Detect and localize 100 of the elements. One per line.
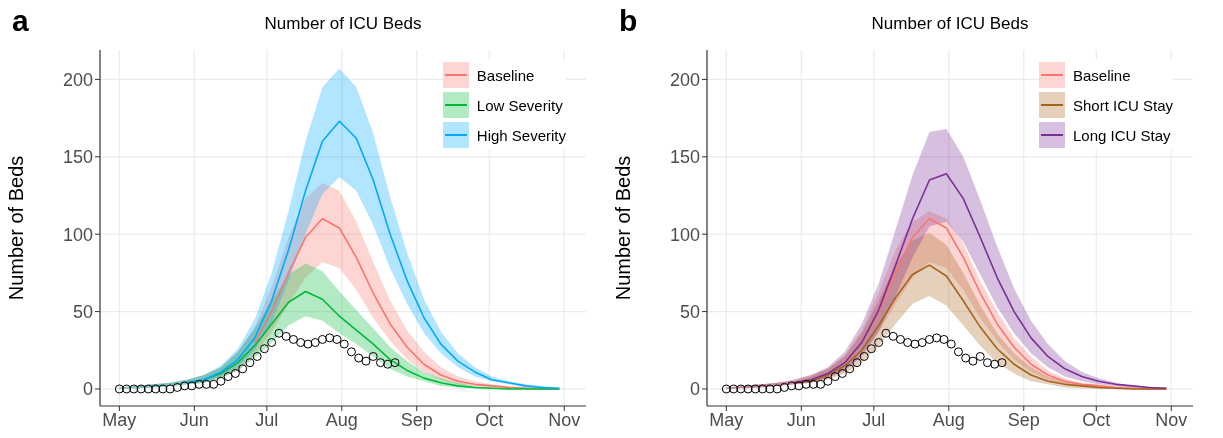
point bbox=[303, 339, 313, 349]
point bbox=[946, 339, 956, 349]
x-tick-label: Oct bbox=[475, 409, 504, 430]
point bbox=[881, 328, 891, 338]
point bbox=[939, 334, 949, 344]
point bbox=[787, 381, 797, 391]
point bbox=[794, 381, 804, 391]
point bbox=[932, 333, 942, 343]
point bbox=[721, 384, 731, 394]
point bbox=[383, 359, 393, 369]
point bbox=[223, 372, 233, 382]
y-tick-label: 50 bbox=[72, 301, 93, 322]
point bbox=[852, 358, 862, 368]
y-tick-label: 200 bbox=[62, 69, 93, 90]
point bbox=[953, 347, 963, 357]
point bbox=[151, 384, 161, 394]
x-tick-label: Jul bbox=[255, 409, 279, 430]
legend-label: Baseline bbox=[1072, 66, 1131, 84]
point bbox=[339, 339, 349, 349]
point bbox=[252, 351, 262, 361]
point bbox=[187, 381, 197, 391]
point bbox=[866, 344, 876, 354]
point bbox=[325, 333, 335, 343]
point bbox=[729, 384, 739, 394]
point bbox=[910, 339, 920, 349]
y-tick-label: 100 bbox=[62, 224, 93, 245]
point bbox=[390, 358, 400, 368]
point bbox=[772, 384, 782, 394]
y-tick-label: 100 bbox=[669, 224, 700, 245]
point bbox=[245, 358, 255, 368]
x-tick-label: May bbox=[102, 409, 137, 430]
y-tick-label: 50 bbox=[679, 301, 700, 322]
point bbox=[968, 356, 978, 366]
text: b bbox=[619, 4, 638, 38]
point bbox=[975, 351, 985, 361]
point bbox=[180, 381, 190, 391]
point bbox=[750, 384, 760, 394]
point bbox=[368, 351, 378, 361]
point bbox=[823, 376, 833, 386]
point bbox=[230, 369, 240, 378]
legend-label: High Severity bbox=[476, 126, 566, 144]
x-tick-label: Nov bbox=[548, 409, 581, 430]
x-tick-label: Jul bbox=[862, 409, 886, 430]
point bbox=[274, 328, 284, 338]
x-tick-label: May bbox=[709, 409, 744, 430]
point bbox=[845, 364, 855, 374]
y-tick-label: 150 bbox=[669, 147, 700, 168]
point bbox=[990, 359, 1000, 369]
chart-title: Number of ICU Beds bbox=[263, 14, 423, 34]
y-tick-label: 200 bbox=[669, 69, 700, 90]
x-tick-label: Aug bbox=[325, 409, 358, 430]
point bbox=[209, 379, 219, 389]
point bbox=[982, 358, 992, 368]
chart-title: Number of ICU Beds bbox=[870, 14, 1030, 34]
point bbox=[216, 376, 226, 386]
legend-label: Short ICU Stay bbox=[1072, 96, 1173, 114]
x-tick-label: Jun bbox=[179, 409, 209, 430]
x-tick-label: Sep bbox=[400, 409, 433, 430]
point bbox=[837, 369, 847, 378]
x-tick-label: Jun bbox=[786, 409, 816, 430]
point bbox=[361, 356, 371, 366]
point bbox=[158, 384, 168, 394]
text: a bbox=[12, 4, 29, 38]
x-tick-label: Oct bbox=[1082, 409, 1111, 430]
legend-label: Low Severity bbox=[476, 96, 563, 114]
point bbox=[310, 338, 320, 348]
x-tick-label: Sep bbox=[1007, 409, 1040, 430]
point bbox=[332, 334, 342, 344]
point bbox=[816, 379, 826, 389]
point bbox=[743, 384, 753, 394]
point bbox=[201, 379, 211, 389]
point bbox=[736, 384, 746, 394]
point bbox=[924, 334, 934, 344]
point bbox=[346, 347, 356, 357]
point bbox=[801, 379, 811, 389]
point bbox=[114, 384, 124, 394]
y-axis-title: Number of Beds bbox=[612, 155, 635, 301]
point bbox=[281, 331, 291, 341]
point bbox=[267, 338, 277, 348]
point bbox=[317, 334, 327, 344]
point bbox=[165, 384, 175, 394]
point bbox=[888, 331, 898, 341]
point bbox=[375, 358, 385, 368]
y-tick-label: 0 bbox=[82, 379, 93, 400]
point bbox=[997, 358, 1007, 368]
y-axis-title: Number of Beds bbox=[5, 155, 28, 301]
point bbox=[758, 384, 768, 394]
y-tick-label: 0 bbox=[689, 379, 700, 400]
point bbox=[808, 379, 818, 389]
point bbox=[917, 338, 927, 348]
x-tick-label: Aug bbox=[932, 409, 965, 430]
point bbox=[259, 344, 269, 354]
point bbox=[830, 372, 840, 382]
y-tick-label: 150 bbox=[62, 147, 93, 168]
point bbox=[296, 338, 306, 348]
legend-label: Long ICU Stay bbox=[1072, 126, 1171, 144]
point bbox=[194, 379, 204, 389]
point bbox=[961, 353, 971, 363]
point bbox=[765, 384, 775, 394]
point bbox=[859, 351, 869, 361]
